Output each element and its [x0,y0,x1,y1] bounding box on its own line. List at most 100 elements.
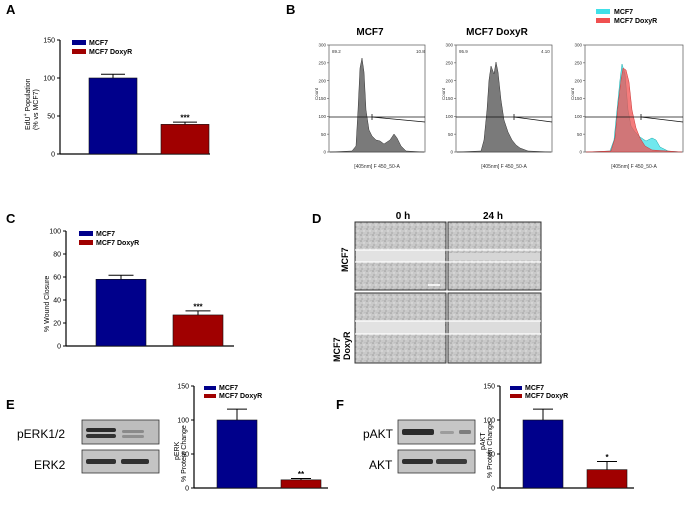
col-header-0h: 0 h [396,211,410,222]
chart-a: EdU+ Population (% vs MCF7) 0 50 100 150 **… [23,38,210,159]
gate-left-value: 95.9 [459,49,468,54]
hist-ylabel: Count [314,87,319,100]
overlay-legend: MCF7 MCF7 DoxyR [596,9,657,25]
chart-c: % Wound Closure 0 20 40 60 80 100 *** MCF7 MC… [44,229,234,351]
chart-a-legend: MCF7 MCF7 DoxyR [72,40,132,56]
chart-a-ylabel-2: (% vs MCF7) [33,89,40,130]
blot-label-pakt: pAKT [363,427,394,441]
panel-label-e: E [6,397,15,412]
y-tick-label: 50 [487,452,495,459]
legend-swatch-doxyr [510,394,522,398]
hist-y-tick-label: 100 [574,114,582,119]
blot-band [122,430,144,433]
col-header-24h: 24 h [483,211,503,222]
legend-swatch-mcf7 [510,386,522,390]
histogram-overlay: Count [405nm] F 450_50-A [570,44,684,170]
y-tick-label: 0 [185,486,189,493]
histogram-mcf7: 89.2 10.8 Count [405nm] F 450_50-A [314,44,426,170]
y-tick-label: 150 [43,38,55,45]
hist-ylabel: Count [570,87,575,100]
blot-label-akt: AKT [369,458,393,472]
wound-images [354,221,542,364]
hist-y-tick-label: 300 [445,43,453,48]
bar-doxyr [280,479,322,489]
legend-swatch-doxyr [204,394,216,398]
hist-y-tick-label: 100 [445,114,453,119]
gate-line [513,116,553,123]
legend-label-doxyr: MCF7 DoxyR [525,393,568,400]
y-tick-label: 100 [483,418,495,425]
chart-f-legend: MCF7 MCF7 DoxyR [510,385,568,400]
significance-label: *** [180,114,190,123]
y-tick-label: 100 [177,418,189,425]
histogram-curve [456,61,552,153]
hist-y-tick-label: 250 [445,60,453,65]
hist-y-tick-label: 100 [318,114,326,119]
hist-2-title: MCF7 DoxyR [466,27,528,38]
chart-e: pERK % Protein Change 0 50 100 150 ** MCF7 … [174,384,328,493]
blot-band [121,459,149,464]
y-tick-label: 60 [53,275,61,282]
bar-mcf7 [216,419,258,489]
hist-y-tick-label: 200 [318,78,326,83]
row-label-doxyr: DoxyR [342,331,352,360]
legend-swatch-mcf7 [204,386,216,390]
hist-y-tick-label: 50 [321,132,327,137]
wound-gap [449,321,540,334]
panel-label-f: F [336,397,344,412]
blot-band [86,434,116,438]
significance-label: * [605,453,609,462]
chart-c-ylabel: % Wound Closure [44,276,51,332]
blot-band [86,428,116,432]
hist-frame [328,44,426,153]
bar-doxyr [172,314,224,347]
blot-band [459,430,471,434]
blot-label-erk2: ERK2 [34,458,66,472]
legend-label-doxyr: MCF7 DoxyR [219,393,262,400]
y-tick-label: 100 [43,76,55,83]
y-tick-label: 0 [491,486,495,493]
blot-band [440,431,454,434]
hist-y-tick-label: 250 [574,60,582,65]
significance-label: *** [193,302,203,311]
legend-swatch-cyan [596,9,610,14]
legend-label-doxyr: MCF7 DoxyR [89,49,132,56]
wound-gap [356,321,445,334]
chart-e-ylabel-2: % Protein Change [181,425,188,482]
hist-y-tick-label: 0 [579,150,582,155]
chart-e-ylabel: pERK [174,441,181,460]
y-tick-label: 50 [47,114,55,121]
bar-doxyr [160,124,210,155]
gate-left-value: 89.2 [332,49,341,54]
chart-f-ylabel: pAKT [480,432,487,450]
hist-y-tick-label: 150 [574,96,582,101]
bar-mcf7 [95,278,147,347]
bar-doxyr [586,469,628,489]
chart-f: pAKT % Protein Change 0 50 100 150 * MCF7 M… [480,384,634,493]
legend-label-mcf7: MCF7 [219,385,238,392]
hist-y-tick-label: 150 [445,96,453,101]
bar-mcf7 [88,77,138,155]
legend-label-doxyr: MCF7 DoxyR [614,18,657,25]
wound-gap [356,250,445,262]
significance-label: ** [298,470,305,479]
legend-label-mcf7: MCF7 [614,9,633,16]
gate-line [640,116,684,123]
panel-label-d: D [312,211,321,226]
y-tick-label: 20 [53,321,61,328]
blot-f: pAKT AKT [363,419,476,474]
legend-label-mcf7: MCF7 [525,385,544,392]
hist-xlabel: [405nm] F 450_50-A [354,164,400,170]
hist-y-tick-label: 0 [323,150,326,155]
overlay-red-curve [585,67,683,153]
blot-band [122,435,144,438]
hist-xlabel: [405nm] F 450_50-A [611,164,657,170]
hist-y-tick-label: 150 [318,96,326,101]
row-label-mcf7: MCF7 [340,248,350,273]
blot-e: pERK1/2 ERK2 [17,419,160,474]
legend-label-mcf7: MCF7 [96,231,115,238]
chart-e-legend: MCF7 MCF7 DoxyR [204,385,262,400]
wound-gap [449,253,540,260]
gate-line [371,116,426,123]
